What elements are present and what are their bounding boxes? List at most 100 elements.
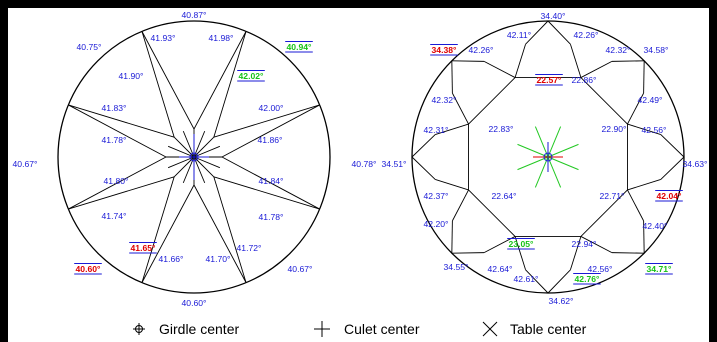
- angle-label: 41.86°: [258, 135, 283, 145]
- angle-label: 34.40°: [541, 11, 566, 21]
- angle-label: 40.75°: [77, 42, 102, 52]
- angle-label: 41.78°: [259, 212, 284, 222]
- angle-label: 22.64°: [492, 191, 517, 201]
- pavilion-angle-labels: 34.40° 42.11° 42.26° 34.38° 42.26° 42.32° 34.5…: [382, 11, 708, 306]
- pavilion-facet-edge: [580, 60, 613, 78]
- angle-label: 41.90°: [119, 71, 144, 81]
- crown-facet-edge: [193, 156, 215, 178]
- angle-label: 42.26°: [574, 30, 599, 40]
- angle-label: 42.32°: [432, 95, 457, 105]
- pavilion-facet-edge: [643, 60, 645, 94]
- crown-center-markers: [179, 134, 209, 180]
- pavilion-facet-edge: [643, 220, 645, 254]
- angle-label: 41.74°: [102, 211, 127, 221]
- angle-label: 42.26°: [469, 45, 494, 55]
- angle-label: 34.71°: [647, 264, 673, 274]
- angle-label: 41.98°: [209, 33, 234, 43]
- pavilion-facet-edge: [435, 123, 469, 135]
- angle-label: 40.78°: [352, 159, 377, 169]
- report-canvas: 40.87° 40.94° 40.75° 41.93° 41.98° 41.90° 42.0…: [8, 8, 709, 342]
- angle-label: 42.61°: [514, 274, 539, 284]
- crown-facet-edge: [68, 176, 175, 210]
- angle-label: 40.87°: [182, 10, 207, 20]
- pavilion-facet-edge: [483, 60, 516, 78]
- angle-label: 40.94°: [287, 42, 313, 52]
- angle-label: 42.02°: [239, 71, 265, 81]
- angle-label: 40.67°: [13, 159, 38, 169]
- legend-label: Culet center: [344, 321, 420, 337]
- crown-facet-edge: [68, 156, 167, 210]
- pavilion-facet-edge: [627, 179, 661, 191]
- pavilion-facet-edge: [483, 236, 516, 254]
- pavilion-facet-edge: [451, 92, 469, 125]
- angle-label: 40.60°: [76, 264, 102, 274]
- crown-facet-edge: [213, 176, 320, 210]
- crown-facet-edge: [167, 156, 195, 169]
- pavilion-facet-edge: [627, 123, 661, 135]
- angle-label: 41.70°: [206, 254, 231, 264]
- girdle-center-marker: [543, 152, 553, 162]
- pavilion-facet-edge: [580, 77, 628, 125]
- angle-label: 41.66°: [159, 254, 184, 264]
- crown-facet-edge: [68, 104, 175, 138]
- angle-label: 42.49°: [638, 95, 663, 105]
- pavilion-facet-edge: [580, 236, 613, 254]
- crown-facet-edge: [193, 130, 206, 158]
- pavilion-center-markers: [517, 126, 579, 188]
- angle-label: 22.90°: [602, 124, 627, 134]
- pavilion-facet-edge: [525, 20, 549, 45]
- crown-facet-edge: [141, 176, 175, 283]
- angle-label: 22.57°: [537, 75, 563, 85]
- crown-angle-labels: 40.87° 40.94° 40.75° 41.93° 41.98° 41.90° 42.0…: [13, 10, 377, 308]
- crown-facet-edge: [193, 145, 221, 158]
- angle-label: 23.05°: [509, 239, 535, 249]
- pavilion-facet-edge: [660, 156, 685, 180]
- girdle-center-marker: [189, 152, 199, 162]
- angle-label: 42.04°: [657, 191, 683, 201]
- angle-label: 34.55°: [444, 262, 469, 272]
- angle-label: 41.80°: [104, 176, 129, 186]
- angle-label: 42.00°: [259, 103, 284, 113]
- crown-facet-edge: [173, 156, 195, 178]
- pavilion-facet-edge: [451, 220, 453, 254]
- angle-label: 42.56°: [642, 125, 667, 135]
- angle-label: 42.31°: [424, 125, 449, 135]
- pavilion-facet-edge: [570, 236, 582, 270]
- angle-label: 40.67°: [288, 264, 313, 274]
- pavilion-facet-edge: [611, 252, 645, 254]
- crown-facet-edge: [173, 136, 195, 158]
- crown-facet-edge: [221, 156, 320, 210]
- pavilion-facet-edge: [451, 60, 485, 62]
- pavilion-facet-edge: [547, 20, 571, 45]
- pavilion-facet-edge: [611, 60, 645, 62]
- crown-facet-edge: [193, 136, 215, 158]
- crown-diagram: 40.87° 40.94° 40.75° 41.93° 41.98° 41.90° 42.0…: [13, 10, 377, 308]
- legend-label: Table center: [510, 321, 587, 337]
- pavilion-facet-edge: [580, 189, 628, 237]
- angle-label: 22.71°: [600, 191, 625, 201]
- legend-label: Girdle center: [159, 321, 239, 337]
- angle-label: 42.40°: [643, 221, 668, 231]
- angle-label: 42.20°: [424, 219, 449, 229]
- angle-label: 41.93°: [151, 33, 176, 43]
- angle-label: 34.62°: [549, 296, 574, 306]
- crown-facet-edge: [213, 104, 320, 138]
- pavilion-facet-edge: [451, 60, 453, 94]
- crown-facet-edge: [193, 184, 247, 283]
- legend: Girdle center Culet center Table center: [133, 321, 587, 337]
- crown-facet-edge: [221, 104, 320, 158]
- crown-facet-edge: [68, 104, 167, 158]
- angle-label: 42.76°: [575, 274, 601, 284]
- pavilion-facet-edge: [547, 269, 571, 294]
- angle-label: 41.83°: [102, 103, 127, 113]
- angle-label: 41.65°: [131, 243, 157, 253]
- pavilion-diagram: 34.40° 42.11° 42.26° 34.38° 42.26° 42.32° 34.5…: [382, 11, 708, 306]
- pavilion-facet-edge: [468, 77, 516, 125]
- pavilion-facet-edge: [468, 189, 516, 237]
- crown-facet-edge: [182, 130, 195, 158]
- angle-label: 22.83°: [489, 124, 514, 134]
- angle-label: 34.51°: [382, 159, 407, 169]
- culet-center-icon: [314, 321, 330, 337]
- angle-label: 42.56°: [588, 264, 613, 274]
